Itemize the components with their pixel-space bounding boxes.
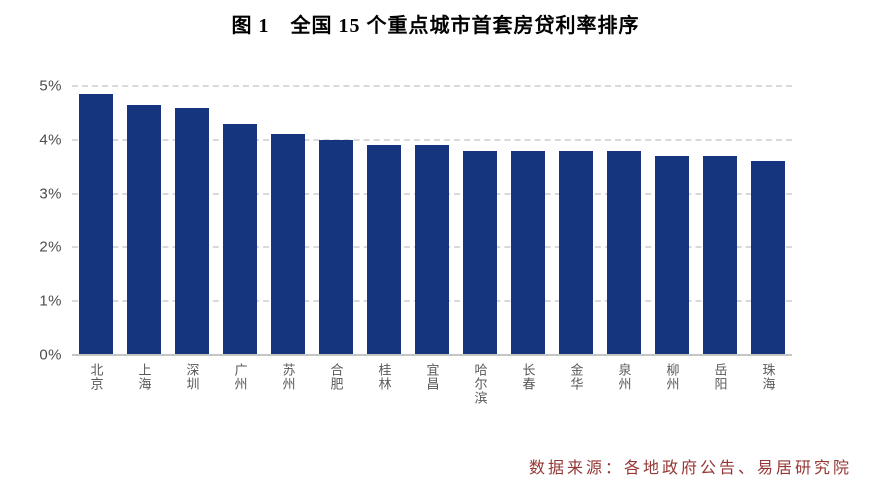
y-axis: 0% 1% 2% 3% 4% 5% [0,78,62,364]
x-label-slot: 金华 [552,363,600,405]
x-axis-label: 苏州 [280,363,296,391]
bar-北京 [79,94,113,355]
x-label-slot: 上海 [120,363,168,405]
bar-泉州 [607,150,641,355]
bar-金华 [559,150,593,355]
bar-series [72,86,792,355]
x-axis-line [72,354,792,356]
bar-slot [648,86,696,355]
chart-title: 图 1 全国 15 个重点城市首套房贷利率排序 [231,15,640,37]
x-label-slot: 合肥 [312,363,360,405]
x-axis-label: 上海 [136,363,152,391]
bar-广州 [223,123,257,355]
bar-slot [696,86,744,355]
gridline [72,138,792,141]
x-label-slot: 长春 [504,363,552,405]
x-axis-label: 北京 [88,363,104,391]
bar-slot [168,86,216,355]
bar-长春 [511,150,545,355]
x-label-slot: 深圳 [168,363,216,405]
x-label-slot: 珠海 [744,363,792,405]
bar-slot [360,86,408,355]
bar-slot [408,86,456,355]
x-axis-label: 泉州 [616,363,632,391]
x-axis: 北京 上海 深圳 广州 苏州 合肥 桂林 宜昌 哈尔滨 长春 金华 泉州 柳州 岳阳 珠海 [72,363,792,405]
x-axis-label: 柳州 [664,363,680,391]
bar-岳阳 [703,155,737,355]
x-label-slot: 苏州 [264,363,312,405]
bar-柳州 [655,155,689,355]
x-label-slot: 桂林 [360,363,408,405]
bar-slot [744,86,792,355]
x-axis-label: 岳阳 [712,363,728,391]
x-label-slot: 广州 [216,363,264,405]
bar-珠海 [751,161,785,355]
x-axis-label: 宜昌 [424,363,440,391]
x-label-slot: 岳阳 [696,363,744,405]
y-tick-label: 1% [39,292,62,310]
bar-上海 [127,104,161,355]
x-axis-label: 哈尔滨 [472,363,488,405]
x-axis-label: 珠海 [760,363,776,391]
x-label-slot: 哈尔滨 [456,363,504,405]
x-axis-label: 合肥 [328,363,344,391]
bar-深圳 [175,107,209,355]
y-tick-label: 4% [39,131,62,149]
bar-slot [120,86,168,355]
bar-slot [216,86,264,355]
x-axis-label: 桂林 [376,363,392,391]
bar-slot [312,86,360,355]
gridline [72,85,792,87]
plot-area [72,85,792,356]
x-label-slot: 北京 [72,363,120,405]
y-tick-label: 2% [39,238,62,256]
y-tick-label: 5% [39,77,62,95]
bar-slot [456,86,504,355]
bar-苏州 [271,134,305,355]
x-axis-label: 深圳 [184,363,200,391]
bar-slot [504,86,552,355]
bar-slot [552,86,600,355]
bar-slot [264,86,312,355]
bar-哈尔滨 [463,150,497,355]
bar-桂林 [367,145,401,355]
x-axis-label: 长春 [520,363,536,391]
y-tick-label: 0% [39,346,62,364]
y-tick-label: 3% [39,185,62,203]
bar-slot [600,86,648,355]
x-label-slot: 宜昌 [408,363,456,405]
bar-宜昌 [415,145,449,355]
bar-slot [72,86,120,355]
data-source: 数据来源：各地政府公告、易居研究院 [528,460,852,477]
x-label-slot: 泉州 [600,363,648,405]
x-label-slot: 柳州 [648,363,696,405]
x-axis-label: 广州 [232,363,248,391]
bar-合肥 [319,139,353,355]
x-axis-label: 金华 [568,363,584,391]
